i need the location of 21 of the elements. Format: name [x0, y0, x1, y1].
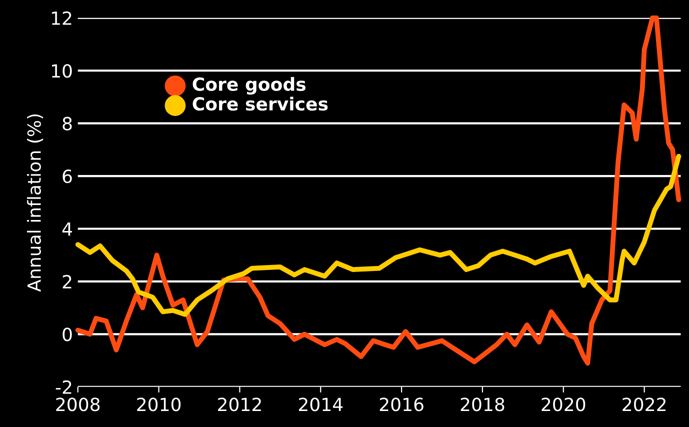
y-tick-label: 2 — [62, 274, 72, 288]
line-series — [75, 154, 682, 317]
legend-label: Core goods — [192, 77, 306, 95]
y-tick-label: 4 — [62, 222, 72, 236]
y-tick-label: 0 — [62, 328, 72, 342]
x-tick-label: 2022 — [622, 398, 666, 412]
y-tick-label: 10 — [52, 64, 72, 78]
line-series — [75, 16, 682, 366]
x-tick-label: 2010 — [137, 398, 181, 412]
y-tick-label: 6 — [62, 170, 72, 184]
y-tick-label: -2 — [56, 380, 72, 394]
x-tick-label: 2020 — [542, 398, 586, 412]
y-tick-label: 12 — [52, 11, 72, 25]
x-tick-label: 2012 — [218, 398, 261, 412]
x-tick-label: 2014 — [298, 398, 343, 412]
y-axis-title: Annual inflation (%) — [26, 114, 44, 292]
legend-label: Core services — [192, 96, 328, 111]
x-tick-label: 2008 — [56, 398, 100, 412]
x-tick-label: 2016 — [380, 398, 424, 412]
x-tick-label: 2018 — [460, 398, 504, 412]
y-tick-label: 8 — [62, 116, 72, 130]
